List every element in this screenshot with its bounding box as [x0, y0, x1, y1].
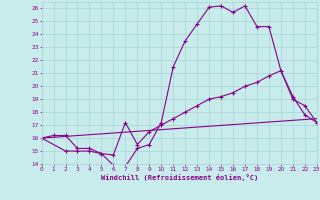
X-axis label: Windchill (Refroidissement éolien,°C): Windchill (Refroidissement éolien,°C): [100, 174, 258, 181]
